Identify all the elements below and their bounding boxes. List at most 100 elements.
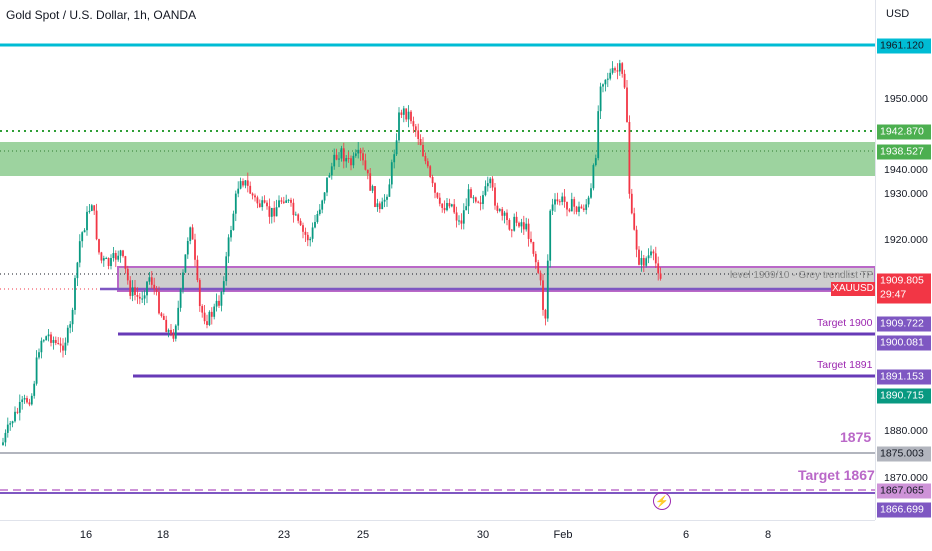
candle-body	[35, 357, 38, 384]
candle-body	[443, 207, 446, 211]
candle-body	[122, 250, 124, 257]
green-zone[interactable]	[0, 142, 875, 176]
candle-body	[354, 153, 357, 156]
candle-body	[83, 230, 86, 233]
candle-body	[23, 398, 26, 400]
price-tag-1867: 1867.065	[877, 483, 931, 499]
candle-body	[182, 272, 184, 290]
candle-body	[45, 336, 48, 341]
candle-body	[174, 325, 177, 339]
candle-body	[76, 262, 79, 279]
candle-body	[381, 201, 384, 210]
candle-body	[503, 212, 506, 216]
candle-body	[491, 178, 494, 188]
candle-body	[213, 306, 216, 317]
candle-body	[618, 63, 621, 72]
candle-body	[441, 203, 444, 208]
candle-body	[112, 253, 115, 259]
candle-body	[6, 424, 9, 433]
candle-body	[383, 199, 386, 202]
candle-body	[40, 340, 43, 353]
candle-body	[544, 309, 547, 319]
candle-body	[453, 204, 456, 213]
candle-body	[33, 383, 36, 396]
candle-body	[11, 421, 14, 424]
candle-body	[333, 154, 336, 167]
candle-body	[131, 287, 134, 296]
candle-body	[539, 272, 542, 281]
candle-body	[446, 203, 448, 211]
candle-body	[359, 149, 362, 154]
candle-body	[203, 312, 206, 322]
candle-body	[237, 188, 240, 194]
candle-body	[294, 214, 297, 216]
time-tick: 30	[476, 529, 490, 541]
candle-body	[119, 250, 122, 256]
candle-body	[556, 199, 559, 202]
candle-body	[484, 186, 487, 196]
candle-body	[191, 227, 194, 240]
candle-body	[563, 196, 566, 202]
candle-body	[465, 206, 468, 211]
candle-body	[86, 211, 88, 231]
candle-body	[126, 268, 129, 281]
price-axis[interactable]: USD 1950.000 1940.000 1930.000 1920.000 …	[875, 0, 932, 520]
candle-body	[95, 210, 98, 240]
candle-body	[518, 222, 520, 227]
candle-body	[501, 209, 504, 216]
lightning-icon[interactable]: ⚡	[653, 492, 671, 510]
candle-body	[88, 210, 91, 212]
candle-body	[198, 280, 201, 307]
candle-body	[587, 197, 590, 205]
candle-body	[50, 334, 52, 343]
candle-body	[316, 214, 319, 222]
candle-body	[378, 203, 381, 210]
price-tag-current: 1909.805 29:47	[877, 273, 931, 304]
candle-body	[146, 281, 148, 296]
candle-body	[239, 181, 242, 189]
candle-body	[551, 204, 554, 211]
candle-body	[530, 238, 532, 242]
candle-body	[330, 166, 333, 176]
candle-body	[410, 111, 412, 122]
candle-body	[402, 108, 405, 115]
candle-body	[448, 203, 451, 207]
candle-body	[297, 214, 300, 221]
time-tick: 16	[79, 529, 93, 541]
candle-body	[78, 241, 81, 263]
candle-body	[573, 199, 576, 207]
candle-body	[30, 395, 33, 405]
candle-body	[611, 68, 614, 73]
candle-body	[292, 202, 295, 216]
candle-body	[496, 205, 499, 211]
candle-body	[450, 204, 453, 207]
candle-body	[498, 209, 501, 211]
candle-body	[28, 402, 31, 405]
grey-zone[interactable]	[117, 266, 875, 292]
time-axis[interactable]: 16 18 23 25 30 Feb 6 8	[0, 520, 875, 551]
candle-body	[357, 149, 360, 154]
candle-body	[604, 79, 607, 85]
candle-body	[266, 202, 268, 207]
candle-body	[270, 207, 273, 217]
candle-body	[590, 188, 592, 198]
price-chart[interactable]	[0, 0, 875, 520]
candle-body	[369, 173, 372, 191]
price-tick: 1930.000	[884, 188, 928, 200]
candle-body	[412, 121, 415, 127]
candle-body	[64, 342, 67, 351]
target-1891-label: Target 1891	[817, 359, 873, 371]
candle-body	[659, 273, 662, 279]
candle-body	[138, 296, 141, 299]
chart-area[interactable]: Gold Spot / U.S. Dollar, 1h, OANDA level…	[0, 0, 875, 520]
candle-body	[306, 234, 309, 241]
candle-body	[520, 222, 523, 227]
candle-body	[347, 158, 350, 160]
candle-body	[153, 284, 156, 289]
candle-body	[66, 327, 69, 343]
symbol-tag: XAUUSD	[831, 282, 875, 296]
candle-body	[467, 189, 470, 207]
candle-body	[479, 202, 482, 204]
candle-body	[129, 280, 132, 296]
candle-body	[210, 311, 213, 317]
